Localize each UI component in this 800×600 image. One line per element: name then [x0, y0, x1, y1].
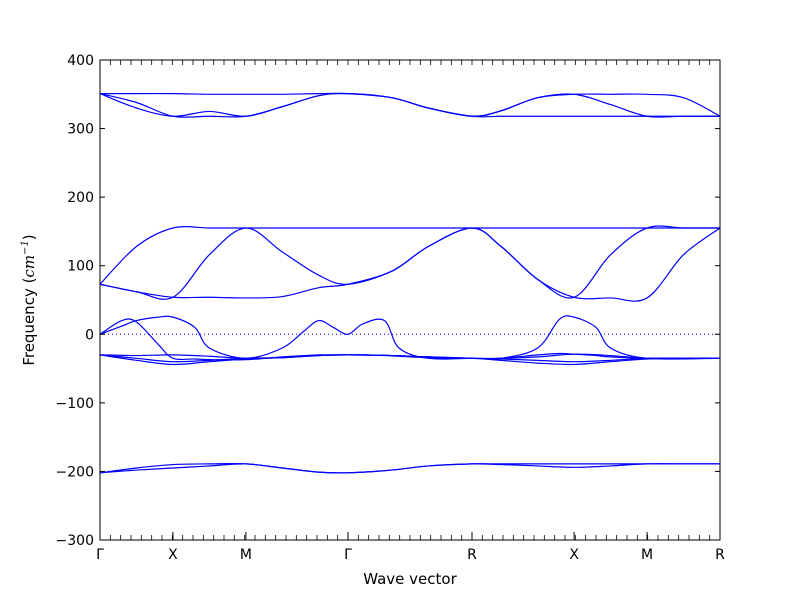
band-line-4 — [99, 225, 720, 300]
y-axis-label-prefix: Frequency ( — [20, 278, 38, 366]
y-tick-label: 0 — [85, 327, 94, 343]
y-axis-label-exponent: −1 — [20, 240, 31, 255]
band-line-5 — [99, 227, 721, 302]
y-tick-label: 300 — [67, 122, 94, 138]
x-tick-label: M — [641, 547, 653, 563]
y-axis-label: Frequency (cm−1) — [20, 234, 38, 365]
band-line-12 — [99, 463, 720, 474]
y-tick-label: −100 — [56, 396, 94, 412]
x-tick-label: X — [168, 547, 178, 563]
y-tick-labels: −300 −200 −100 0 100 200 300 400 — [56, 53, 94, 549]
x-axis-label: Wave vector — [363, 570, 457, 588]
x-tick-label: Γ — [344, 547, 352, 563]
band-line-10 — [99, 354, 721, 366]
y-tick-label: 100 — [67, 259, 94, 275]
plot-lines — [99, 92, 721, 474]
band-line-6 — [99, 315, 721, 360]
band-line-0 — [100, 92, 721, 117]
y-axis-label-unit: cm — [20, 255, 38, 278]
x-tick-label: X — [569, 547, 579, 563]
x-tick-label: Γ — [96, 547, 104, 563]
x-tick-label: R — [467, 547, 477, 563]
y-tick-label: 400 — [67, 53, 94, 69]
band-line-2 — [99, 92, 721, 118]
y-tick-label: 200 — [67, 190, 94, 206]
x-tick-label: R — [715, 547, 725, 563]
band-line-3 — [99, 226, 720, 285]
y-tick-label: −300 — [56, 533, 94, 549]
x-tick-label: M — [240, 547, 252, 563]
y-axis-label-suffix: ) — [20, 234, 38, 240]
axes-frame — [99, 59, 721, 541]
y-tick-label: −200 — [56, 464, 94, 480]
